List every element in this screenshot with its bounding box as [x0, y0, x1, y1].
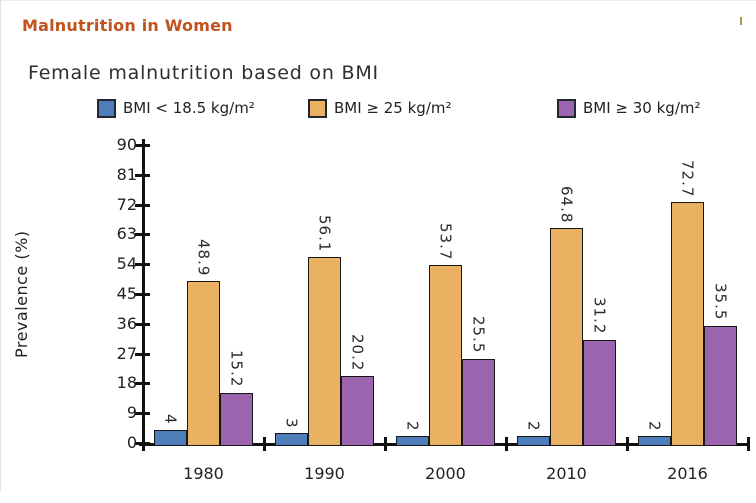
x-axis-tick	[504, 437, 508, 451]
page-title: Malnutrition in Women	[22, 16, 233, 35]
x-axis-tick	[262, 437, 266, 451]
edge-artifact-icon	[740, 17, 742, 25]
y-axis-tick	[135, 233, 150, 237]
x-axis-category-label: 2000	[425, 464, 466, 483]
bar	[154, 429, 187, 446]
y-axis-tick-label: 27	[116, 343, 137, 363]
legend-label: BMI ≥ 30 kg/m²	[583, 99, 701, 117]
bar	[704, 325, 737, 446]
legend-label: BMI ≥ 25 kg/m²	[334, 99, 452, 117]
bar	[275, 433, 308, 446]
bar	[429, 265, 462, 446]
left-border-line	[0, 0, 1, 492]
y-axis-tick	[135, 173, 150, 177]
y-axis-tick-label: 45	[116, 284, 137, 303]
y-axis-tick-label: 36	[116, 313, 137, 333]
y-axis-tick-label: 54	[116, 254, 137, 274]
bar-value-label: 48.9	[194, 238, 213, 277]
legend-swatch-icon	[97, 98, 116, 118]
y-axis-tick	[135, 352, 150, 356]
bar	[308, 257, 341, 446]
x-axis-tick	[141, 437, 145, 451]
bar	[671, 202, 704, 446]
bar-value-label: 64.8	[557, 186, 576, 224]
y-axis-tick	[135, 263, 150, 267]
bar-value-label: 2	[403, 420, 422, 432]
legend-swatch-icon	[557, 98, 576, 118]
y-axis-tick-label: 90	[116, 135, 137, 154]
legend-swatch-icon	[308, 98, 327, 118]
bar-value-label: 72.7	[678, 159, 697, 198]
y-axis-tick	[135, 322, 150, 326]
legend-label: BMI < 18.5 kg/m²	[123, 99, 255, 117]
x-axis-category-label: 1980	[183, 464, 224, 483]
y-axis-tick	[135, 412, 150, 416]
bar	[583, 339, 616, 446]
bar	[550, 228, 583, 446]
bar	[396, 436, 429, 446]
y-axis-tick-label: 81	[116, 164, 137, 184]
x-axis-tick	[746, 437, 750, 451]
y-axis-tick-label: 63	[116, 224, 137, 244]
x-axis-category-label: 2010	[546, 464, 587, 483]
y-axis-line	[142, 139, 145, 446]
y-axis-tick	[135, 293, 150, 296]
x-axis-category-label: 1990	[304, 464, 345, 483]
x-axis-category-label: 2016	[667, 464, 708, 483]
bar-value-label: 2	[524, 420, 543, 432]
chart-title: Female malnutrition based on BMI	[28, 62, 379, 84]
bar	[341, 376, 374, 446]
bar	[638, 436, 671, 446]
y-axis-tick-label: 18	[116, 373, 137, 393]
bar-value-label: 25.5	[469, 316, 488, 354]
y-axis-tick-label: 0	[126, 433, 137, 452]
y-axis-tick	[135, 203, 150, 207]
bar-value-label: 2	[645, 420, 664, 432]
y-axis-tick	[135, 144, 150, 147]
bar	[462, 358, 495, 446]
bar-value-label: 31.2	[590, 297, 609, 335]
bar-value-label: 20.2	[348, 333, 367, 372]
y-axis-tick-label: 72	[116, 194, 137, 214]
bar-value-label: 15.2	[227, 350, 246, 388]
bar	[517, 436, 550, 446]
x-axis-tick	[625, 437, 629, 451]
bar-value-label: 56.1	[315, 214, 334, 253]
top-border-line	[0, 0, 756, 1]
bar	[220, 392, 253, 446]
x-axis-tick	[383, 437, 387, 451]
legend-item: BMI < 18.5 kg/m²	[97, 98, 255, 118]
y-axis-tick	[135, 382, 150, 386]
legend-item: BMI ≥ 25 kg/m²	[308, 98, 452, 118]
y-axis-tick-label: 9	[126, 403, 137, 423]
bar-value-label: 4	[161, 414, 180, 425]
bar-value-label: 53.7	[436, 222, 455, 261]
bar	[187, 281, 220, 446]
bar-value-label: 35.5	[711, 283, 730, 321]
legend-item: BMI ≥ 30 kg/m²	[557, 98, 701, 118]
bar-value-label: 3	[282, 417, 301, 429]
